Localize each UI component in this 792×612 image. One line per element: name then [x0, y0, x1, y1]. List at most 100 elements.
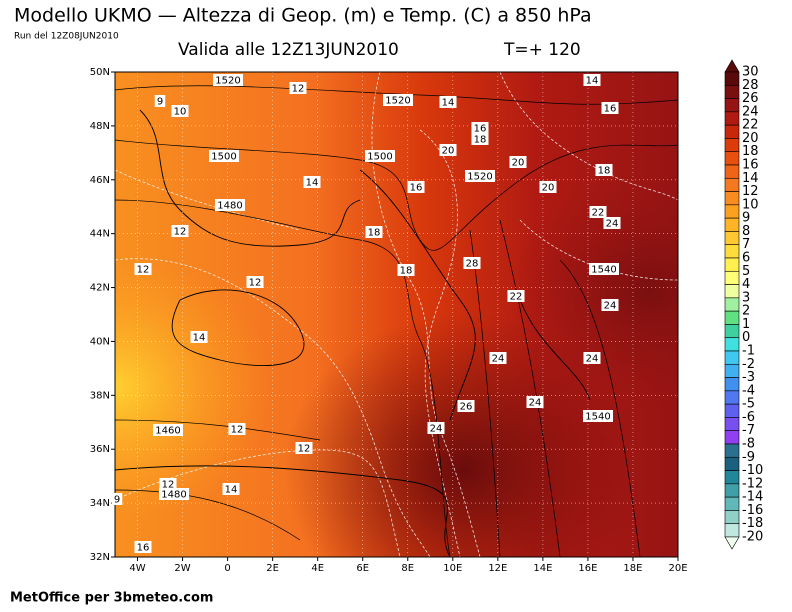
lon-label: 16E — [578, 563, 597, 574]
colorbar-swatch — [724, 310, 740, 325]
colorbar-swatch — [724, 84, 740, 99]
contour-label: 1500 — [367, 152, 392, 163]
colorbar-label: 28 — [742, 78, 759, 93]
contour-label: 16 — [410, 183, 423, 194]
contour-label: 24 — [529, 398, 542, 409]
contour-label-bg — [159, 488, 189, 500]
colorbar-label: 7 — [742, 237, 750, 252]
valid-label: Valida alle 12Z13JUN2010 — [178, 40, 399, 60]
contour-label-bg — [246, 276, 264, 288]
contour-label: 16 — [604, 104, 617, 115]
colorbar-label: 14 — [742, 171, 759, 186]
contour-label: 18 — [474, 135, 487, 146]
contour-label: 28 — [466, 259, 479, 270]
colorbar-label: -14 — [742, 490, 763, 505]
colorbar-cap-bottom — [724, 536, 740, 550]
lon-label: 6E — [356, 563, 369, 574]
contour-label: 12 — [137, 265, 150, 276]
contour-label-bg — [171, 105, 189, 117]
colorbar-label: 30 — [742, 65, 759, 80]
contour-label-bg — [153, 424, 183, 436]
contour-label: 9 — [114, 495, 120, 506]
contour-label: 12 — [231, 425, 244, 436]
colorbar-swatch — [724, 496, 740, 511]
lon-label: 0 — [224, 563, 230, 574]
colorbar-label: 4 — [742, 277, 750, 292]
contour-label: 1480 — [161, 490, 186, 501]
colorbar-swatch — [724, 417, 740, 432]
contour-label: 10 — [174, 107, 187, 118]
contour-label: 12 — [249, 278, 262, 289]
contour-label-bg — [383, 94, 413, 106]
colorbar-label: -18 — [742, 516, 763, 531]
contour-label: 24 — [604, 301, 617, 312]
contour-label: 14 — [225, 485, 238, 496]
colorbar-swatch — [724, 510, 740, 525]
contour-label: 22 — [592, 208, 605, 219]
contour-label: 9 — [157, 97, 163, 108]
contour-label-bg — [603, 217, 621, 229]
colorbar-swatch — [724, 324, 740, 339]
colorbar-label: 26 — [742, 91, 759, 106]
contour-label: 1460 — [155, 426, 180, 437]
lon-label: 14E — [533, 563, 552, 574]
colorbar-swatch — [724, 470, 740, 485]
colorbar-label: -16 — [742, 503, 763, 518]
contour-label-bg — [509, 156, 527, 168]
contour-label-bg — [465, 170, 495, 182]
contour-label: 14 — [193, 333, 206, 344]
contour-label-bg — [471, 122, 489, 134]
colorbar-label: 22 — [742, 118, 759, 133]
colorbar-label: 6 — [742, 251, 750, 266]
colorbar-swatch — [724, 337, 740, 352]
colorbar-swatch — [724, 257, 740, 272]
colorbar-label: -3 — [742, 370, 755, 385]
lat-label: 48N — [90, 121, 110, 132]
contour-label-bg — [365, 226, 383, 238]
colorbar-label: 1 — [742, 317, 750, 332]
lon-label: 12E — [488, 563, 507, 574]
colorbar-label: 18 — [742, 144, 759, 159]
colorbar-swatch — [724, 151, 740, 166]
colorbar-swatch — [724, 244, 740, 259]
contour-label: 20 — [542, 183, 555, 194]
colorbar-label: -2 — [742, 357, 755, 372]
colorbar-label: -20 — [742, 530, 763, 545]
colorbar-label: -6 — [742, 410, 755, 425]
colorbar-swatch — [724, 403, 740, 418]
run-label: Run del 12Z08JUN2010 — [14, 32, 119, 42]
colorbar-label: 12 — [742, 184, 759, 199]
contour-label: 24 — [430, 424, 443, 435]
contour-label-bg — [134, 541, 152, 553]
contour-label: 18 — [598, 166, 611, 177]
colorbar-label: -1 — [742, 344, 755, 359]
contour-label-bg — [171, 225, 189, 237]
contour-label-bg — [439, 96, 457, 108]
title: Modello UKMO — Altezza di Geop. (m) e Te… — [14, 5, 592, 27]
contour-label: 24 — [606, 219, 619, 230]
contour-label-bg — [397, 264, 415, 276]
colorbar-swatch — [724, 483, 740, 498]
contour-label-bg — [213, 74, 243, 86]
lat-label: 46N — [90, 175, 110, 186]
contour-label-bg — [471, 133, 489, 145]
colorbar-swatch — [724, 430, 740, 445]
contour-label-bg — [111, 493, 123, 505]
map-field — [115, 72, 678, 557]
colorbar-label: 5 — [742, 264, 750, 279]
lon-label: 2W — [174, 563, 190, 574]
forecast-label: T=+ 120 — [503, 40, 581, 60]
contour-label-bg — [583, 410, 613, 422]
colorbar-swatch — [724, 390, 740, 405]
colorbar-label: 0 — [742, 330, 750, 345]
lon-label: 8E — [401, 563, 414, 574]
colorbar-label: 24 — [742, 104, 759, 119]
contour-label-bg — [427, 422, 445, 434]
contour-label: 24 — [586, 354, 599, 365]
contour-label: 1500 — [211, 152, 236, 163]
colorbar-swatch — [724, 284, 740, 299]
contour-label: 1520 — [467, 172, 492, 183]
contour-label: 12 — [298, 444, 311, 455]
contour-label-bg — [295, 442, 313, 454]
colorbar-swatch — [724, 164, 740, 179]
